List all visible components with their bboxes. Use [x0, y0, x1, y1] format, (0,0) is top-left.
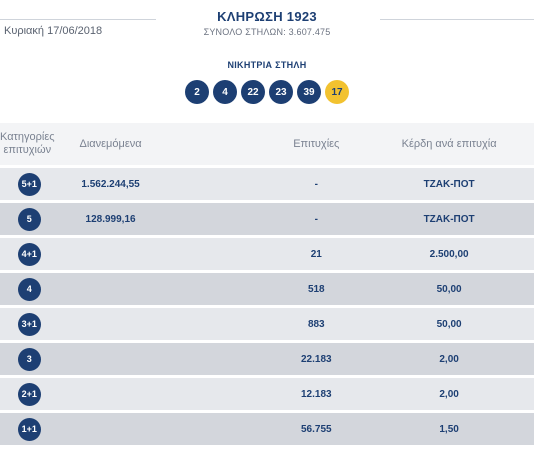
- header-category-line2: επιτυχιών: [3, 144, 52, 156]
- header-winners: Επιτυχίες: [268, 123, 365, 165]
- category-badge: 5+1: [17, 172, 41, 196]
- table-row: 3+1 883 50,00: [0, 305, 534, 340]
- table-header-row: Κατηγορίες επιτυχιών Διανεμόμενα Επιτυχί…: [0, 123, 534, 165]
- winning-number-ball: 2: [185, 80, 209, 104]
- category-badge: 1+1: [17, 417, 41, 441]
- header-category-line1: Κατηγορίες: [0, 131, 55, 143]
- winners-count: 12.183: [268, 375, 365, 410]
- winners-count: -: [268, 165, 365, 200]
- winners-count: 56.755: [268, 410, 365, 445]
- winning-number-ball: 4: [213, 80, 237, 104]
- table-row: 4 518 50,00: [0, 270, 534, 305]
- header-distributed: Διανεμόμενα: [54, 123, 269, 165]
- category-badge: 2+1: [17, 382, 41, 406]
- table-row: 3 22.183 2,00: [0, 340, 534, 375]
- draw-header: Κυριακή 17/06/2018 ΚΛΗΡΩΣΗ 1923 ΣΥΝΟΛΟ Σ…: [0, 0, 534, 56]
- distributed-amount: 1.562.244,55: [81, 178, 140, 190]
- prize-per-winner: ΤΖΑΚ-ΠΟΤ: [364, 165, 534, 200]
- table-row: 5+1 1.562.244,55 - ΤΖΑΚ-ΠΟΤ: [0, 165, 534, 200]
- winners-count: 22.183: [268, 340, 365, 375]
- table-row: 4+1 21 2.500,00: [0, 235, 534, 270]
- prize-per-winner: 2,00: [364, 340, 534, 375]
- table-row: 2+1 12.183 2,00: [0, 375, 534, 410]
- header-distributed-label: Διανεμόμενα: [79, 137, 142, 150]
- winners-count: 21: [268, 235, 365, 270]
- category-badge: 3+1: [17, 312, 41, 336]
- prize-per-winner: 2.500,00: [364, 235, 534, 270]
- draw-title: ΚΛΗΡΩΣΗ 1923: [217, 9, 317, 24]
- prize-per-winner: ΤΖΑΚ-ΠΟΤ: [364, 200, 534, 235]
- prize-per-winner: 2,00: [364, 375, 534, 410]
- bonus-number-ball: 17: [325, 80, 349, 104]
- results-table: Κατηγορίες επιτυχιών Διανεμόμενα Επιτυχί…: [0, 123, 534, 445]
- winning-column-label: ΝΙΚΗΤΡΙΑ ΣΤΗΛΗ: [227, 60, 307, 70]
- table-row: 1+1 56.755 1,50: [0, 410, 534, 445]
- category-badge: 5: [17, 207, 41, 231]
- header-category: Κατηγορίες επιτυχιών: [0, 123, 55, 165]
- header-divider-left: [0, 19, 156, 20]
- winners-count: 883: [268, 305, 365, 340]
- draw-date: Κυριακή 17/06/2018: [4, 25, 103, 37]
- distributed-amount: 128.999,16: [85, 213, 136, 225]
- prize-per-winner: 50,00: [364, 270, 534, 305]
- category-badge: 3: [17, 347, 41, 371]
- winning-numbers: 2 4 22 23 39 17: [0, 80, 534, 104]
- header-prize: Κέρδη ανά επιτυχία: [364, 123, 534, 165]
- category-badge: 4+1: [17, 242, 41, 266]
- winners-count: 518: [268, 270, 365, 305]
- header-divider-right: [380, 19, 534, 20]
- winning-number-ball: 22: [241, 80, 265, 104]
- total-columns: ΣΥΝΟΛΟ ΣΤΗΛΩΝ: 3.607.475: [203, 27, 331, 37]
- table-row: 5 128.999,16 - ΤΖΑΚ-ΠΟΤ: [0, 200, 534, 235]
- winning-number-ball: 23: [269, 80, 293, 104]
- prize-per-winner: 1,50: [364, 410, 534, 445]
- winners-count: -: [268, 200, 365, 235]
- winning-number-ball: 39: [297, 80, 321, 104]
- category-badge: 4: [17, 277, 41, 301]
- prize-per-winner: 50,00: [364, 305, 534, 340]
